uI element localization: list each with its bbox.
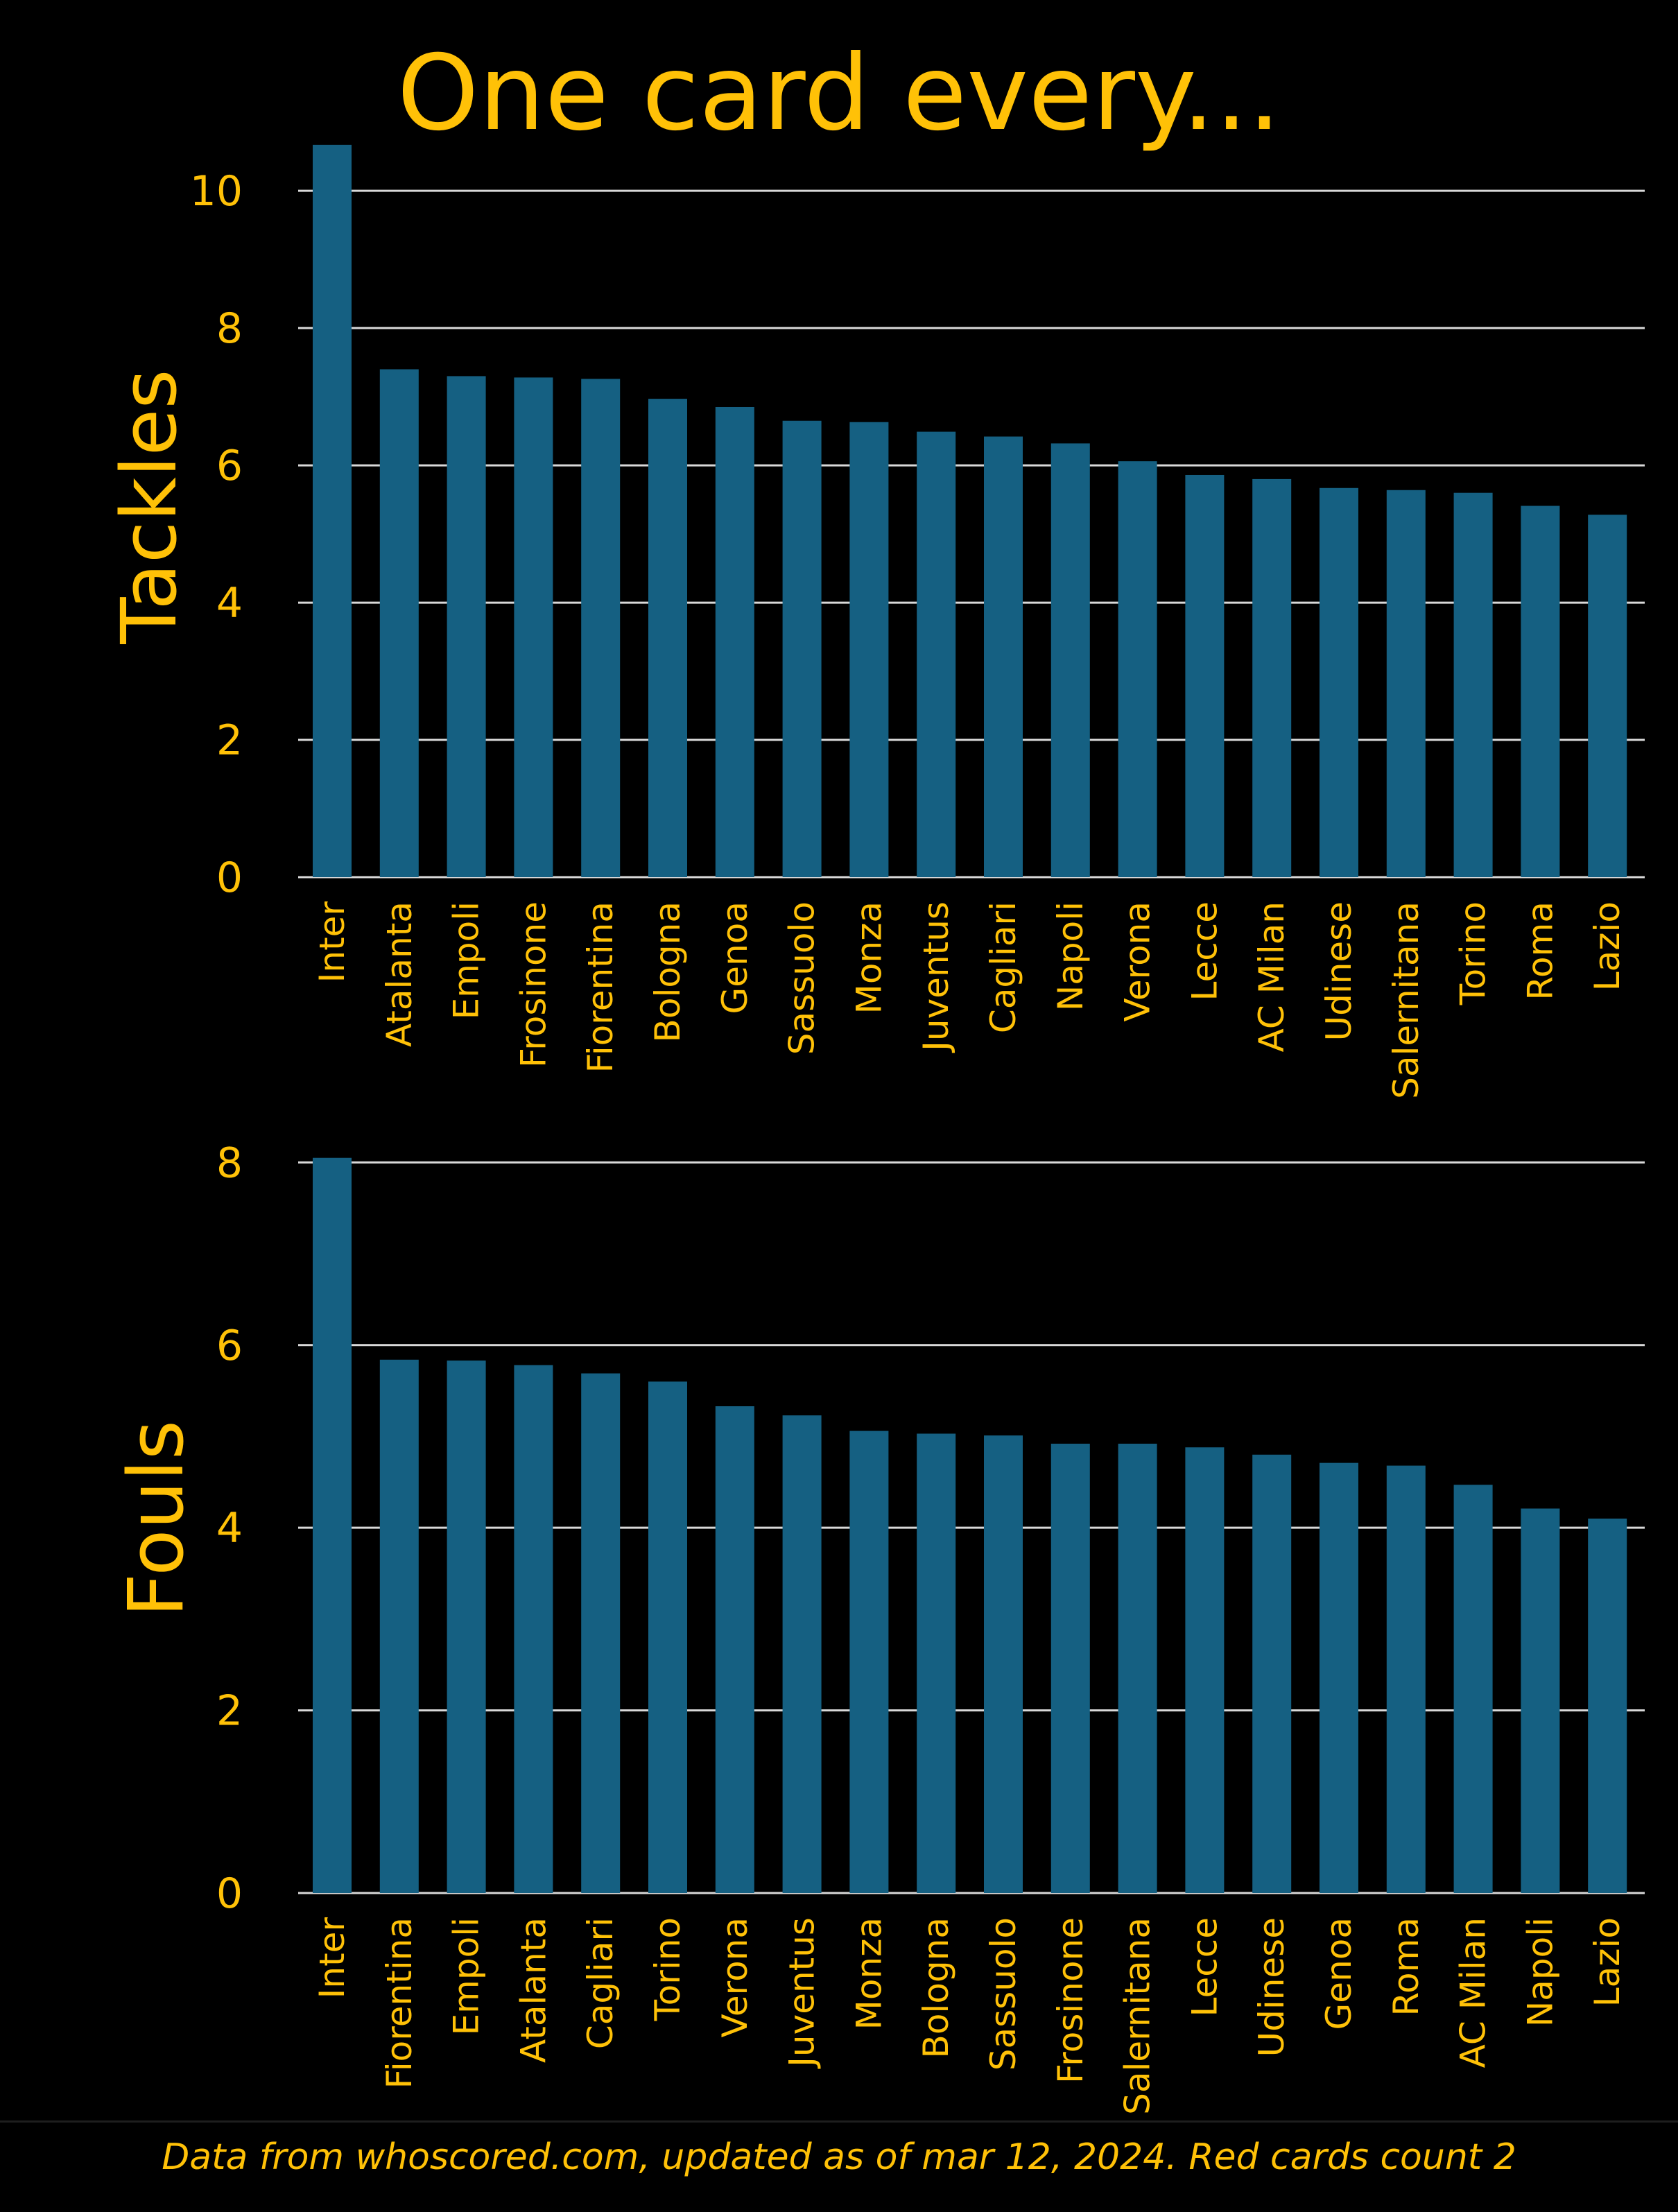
fouls-y-axis-title: Fouls: [112, 1420, 200, 1617]
tackles-category-label-napoli: Napoli: [1050, 901, 1091, 1011]
tackles-bar-napoli: [1050, 443, 1090, 877]
fouls-bar-verona: [715, 1406, 754, 1893]
tackles-category-label-frosinone: Frosinone: [513, 901, 553, 1068]
fouls-category-label-roma: Roma: [1386, 1917, 1426, 2016]
tackles-bar-monza: [849, 422, 889, 877]
tackles-category-label-lazio: Lazio: [1587, 901, 1627, 991]
fouls-category-label-salernitana: Salernitana: [1118, 1917, 1158, 2115]
fouls-bar-torino: [648, 1381, 687, 1893]
fouls-bar-lazio: [1588, 1519, 1627, 1893]
fouls-category-label-lazio: Lazio: [1587, 1917, 1627, 2007]
fouls-category-label-atalanta: Atalanta: [513, 1917, 553, 2063]
fouls-bar-udinese: [1252, 1454, 1292, 1893]
fouls-bar-inter: [313, 1157, 352, 1893]
tackles-category-label-inter: Inter: [312, 901, 352, 983]
fouls-category-label-lecce: Lecce: [1184, 1917, 1225, 2016]
fouls-category-label-verona: Verona: [715, 1917, 755, 2037]
fouls-bar-atalanta: [514, 1365, 553, 1893]
tackles-category-label-bologna: Bologna: [648, 901, 688, 1042]
tackles-category-label-monza: Monza: [849, 901, 889, 1014]
tackles-category-label-genoa: Genoa: [715, 901, 755, 1014]
fouls-y-tick-label-0: 0: [216, 1869, 243, 1918]
tackles-bar-sassuolo: [782, 420, 822, 877]
tackles-bar-roma: [1521, 506, 1560, 877]
bar-charts: 0 2 4 6 8 10 Tackles Inter Atalanta Empoli Frosino…: [105, 144, 1645, 2115]
tackles-bar-atalanta: [379, 369, 419, 877]
fouls-category-label-empoli: Empoli: [447, 1917, 487, 2035]
tackles-category-label-lecce: Lecce: [1184, 901, 1225, 1001]
tackles-bar-salernitana: [1386, 490, 1426, 877]
tackles-category-label-atalanta: Atalanta: [379, 901, 420, 1047]
fouls-bar-sassuolo: [984, 1435, 1023, 1893]
tackles-category-label-roma: Roma: [1520, 901, 1560, 1000]
fouls-category-label-udinese: Udinese: [1252, 1917, 1292, 2057]
fouls-category-label-napoli: Napoli: [1520, 1917, 1560, 2027]
tackles-bar-bologna: [648, 399, 687, 877]
fouls-bar-juventus: [782, 1415, 822, 1893]
tackles-bar-udinese: [1320, 487, 1358, 877]
footer-note: Data from whoscored.com, updated as of m…: [162, 2136, 1516, 2178]
tackles-y-axis-title: Tackles: [105, 369, 193, 644]
tackles-y-tick-label-0: 0: [216, 854, 243, 902]
fouls-category-label-juventus: Juventus: [782, 1917, 822, 2069]
tackles-bar-inter: [313, 144, 352, 878]
fouls-bar-lecce: [1185, 1447, 1225, 1893]
tackles-category-label-torino: Torino: [1453, 901, 1494, 1005]
fouls-category-label-cagliari: Cagliari: [580, 1917, 621, 2049]
fouls-category-label-ac-milan: AC Milan: [1453, 1917, 1494, 2068]
fouls-bar-frosinone: [1050, 1444, 1090, 1893]
tackles-category-label-salernitana: Salernitana: [1386, 901, 1426, 1099]
tackles-bar-cagliari: [984, 436, 1023, 877]
tackles-category-label-udinese: Udinese: [1319, 901, 1359, 1042]
tackles-category-label-sassuolo: Sassuolo: [782, 901, 822, 1055]
fouls-bar-fiorentina: [379, 1359, 419, 1893]
tackles-category-label-ac-milan: AC Milan: [1252, 901, 1292, 1052]
fouls-category-label-torino: Torino: [648, 1917, 688, 2021]
fouls-bar-napoli: [1521, 1508, 1560, 1893]
fouls-bar-ac-milan: [1453, 1485, 1493, 1893]
tackles-bar-ac-milan: [1252, 478, 1292, 877]
fouls-bar-salernitana: [1118, 1444, 1157, 1893]
fouls-y-tick-label-6: 6: [216, 1322, 243, 1370]
fouls-bar-roma: [1386, 1465, 1426, 1893]
tackles-bar-lazio: [1588, 515, 1627, 877]
fouls-bar-bologna: [917, 1433, 956, 1893]
tackles-y-tick-label-8: 8: [216, 304, 243, 353]
tackles-y-tick-label-2: 2: [216, 716, 243, 765]
tackles-category-label-empoli: Empoli: [447, 901, 487, 1019]
tackles-y-tick-label-4: 4: [216, 579, 243, 628]
tackles-category-label-verona: Verona: [1118, 901, 1158, 1021]
fouls-category-label-sassuolo: Sassuolo: [983, 1917, 1023, 2071]
fouls-bar-genoa: [1320, 1462, 1358, 1893]
fouls-category-label-bologna: Bologna: [916, 1917, 956, 2058]
tackles-y-tick-label-6: 6: [216, 442, 243, 490]
tackles-bar-torino: [1453, 492, 1493, 877]
fouls-y-tick-label-4: 4: [216, 1504, 243, 1553]
fouls-category-label-fiorentina: Fiorentina: [379, 1917, 420, 2089]
tackles-bar-lecce: [1185, 474, 1225, 877]
fouls-bar-cagliari: [581, 1373, 621, 1893]
tackles-bar-genoa: [715, 406, 754, 877]
tackles-y-tick-label-10: 10: [190, 167, 243, 216]
fouls-bar-monza: [849, 1431, 889, 1893]
tackles-category-label-juventus: Juventus: [916, 901, 956, 1053]
tackles-bar-fiorentina: [581, 379, 621, 877]
fouls-y-tick-label-8: 8: [216, 1139, 243, 1187]
tackles-category-label-fiorentina: Fiorentina: [580, 901, 621, 1073]
tackles-bar-frosinone: [514, 377, 553, 877]
tackles-category-label-cagliari: Cagliari: [983, 901, 1023, 1033]
tackles-bar-empoli: [447, 376, 486, 877]
fouls-category-label-frosinone: Frosinone: [1050, 1917, 1091, 2084]
tackles-bar-juventus: [917, 431, 956, 877]
chart-title: One card every...: [397, 33, 1281, 154]
fouls-bar-empoli: [447, 1360, 486, 1893]
fouls-y-tick-label-2: 2: [216, 1687, 243, 1736]
footer-divider: [0, 2120, 1678, 2123]
fouls-category-label-monza: Monza: [849, 1917, 889, 2030]
fouls-category-label-genoa: Genoa: [1319, 1917, 1359, 2030]
fouls-category-label-inter: Inter: [312, 1917, 352, 1999]
tackles-bar-verona: [1118, 461, 1157, 877]
